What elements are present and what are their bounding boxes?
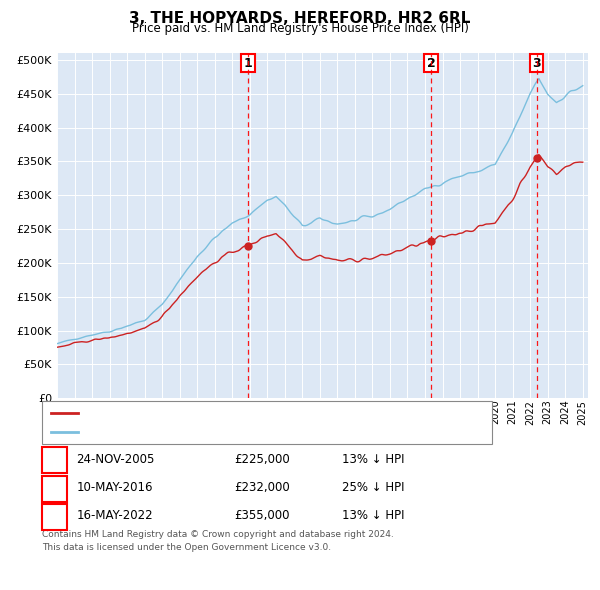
Text: 3: 3: [532, 57, 541, 70]
Text: £232,000: £232,000: [234, 481, 290, 494]
Text: Price paid vs. HM Land Registry's House Price Index (HPI): Price paid vs. HM Land Registry's House …: [131, 22, 469, 35]
Text: 25% ↓ HPI: 25% ↓ HPI: [342, 481, 404, 494]
Text: 13% ↓ HPI: 13% ↓ HPI: [342, 453, 404, 466]
Text: 10-MAY-2016: 10-MAY-2016: [76, 481, 152, 494]
Text: 2: 2: [50, 481, 59, 494]
Text: This data is licensed under the Open Government Licence v3.0.: This data is licensed under the Open Gov…: [42, 543, 331, 552]
Text: 16-MAY-2022: 16-MAY-2022: [76, 509, 153, 522]
Text: Contains HM Land Registry data © Crown copyright and database right 2024.: Contains HM Land Registry data © Crown c…: [42, 530, 394, 539]
Text: 24-NOV-2005: 24-NOV-2005: [76, 453, 155, 466]
Text: £355,000: £355,000: [234, 509, 290, 522]
Text: 1: 1: [244, 57, 253, 70]
Text: 13% ↓ HPI: 13% ↓ HPI: [342, 509, 404, 522]
Text: 3, THE HOPYARDS, HEREFORD, HR2 6RL: 3, THE HOPYARDS, HEREFORD, HR2 6RL: [130, 11, 470, 25]
Text: £225,000: £225,000: [234, 453, 290, 466]
Text: 3: 3: [50, 509, 59, 522]
Text: 2: 2: [427, 57, 436, 70]
Text: 1: 1: [50, 453, 59, 466]
Text: 3, THE HOPYARDS, HEREFORD, HR2 6RL (detached house): 3, THE HOPYARDS, HEREFORD, HR2 6RL (deta…: [83, 408, 402, 418]
Text: HPI: Average price, detached house, Herefordshire: HPI: Average price, detached house, Here…: [83, 427, 359, 437]
